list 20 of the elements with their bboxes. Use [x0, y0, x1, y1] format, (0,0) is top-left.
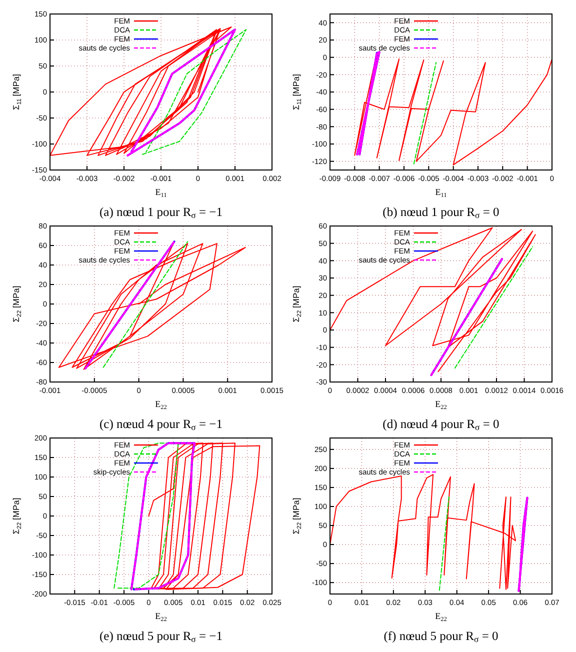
- x-axis-title: E$_{11}$: [155, 187, 167, 198]
- line-series: [148, 442, 260, 590]
- x-axis-title: E$_{11}$: [435, 187, 447, 198]
- x-axis-title: E$_{22}$: [435, 611, 447, 622]
- x-axis-title: E$_{22}$: [155, 611, 167, 622]
- line-series: [130, 442, 196, 590]
- line-series: [58, 241, 246, 370]
- x-axis-title: E$_{22}$: [435, 399, 447, 410]
- line-series: [330, 474, 516, 590]
- text: (d) nœud 4 pour R$_{σ}$ = 0: [382, 417, 500, 432]
- line-series: [518, 496, 528, 592]
- line-series: [330, 227, 536, 372]
- text: (e) nœud 5 pour R$_{σ}$ = −1: [100, 629, 222, 644]
- text: (f) nœud 5 pour R$_{σ}$ = 0: [384, 629, 498, 644]
- text: (a) nœud 1 pour R$_{σ}$ = −1: [100, 205, 222, 220]
- line-series: [142, 29, 247, 155]
- line-series: [50, 26, 232, 156]
- text: (c) nœud 4 pour R$_{σ}$ = −1: [100, 417, 222, 432]
- x-axis-title: E$_{22}$: [155, 399, 167, 410]
- text: (b) nœud 1 pour R$_{σ}$ = 0: [382, 205, 500, 220]
